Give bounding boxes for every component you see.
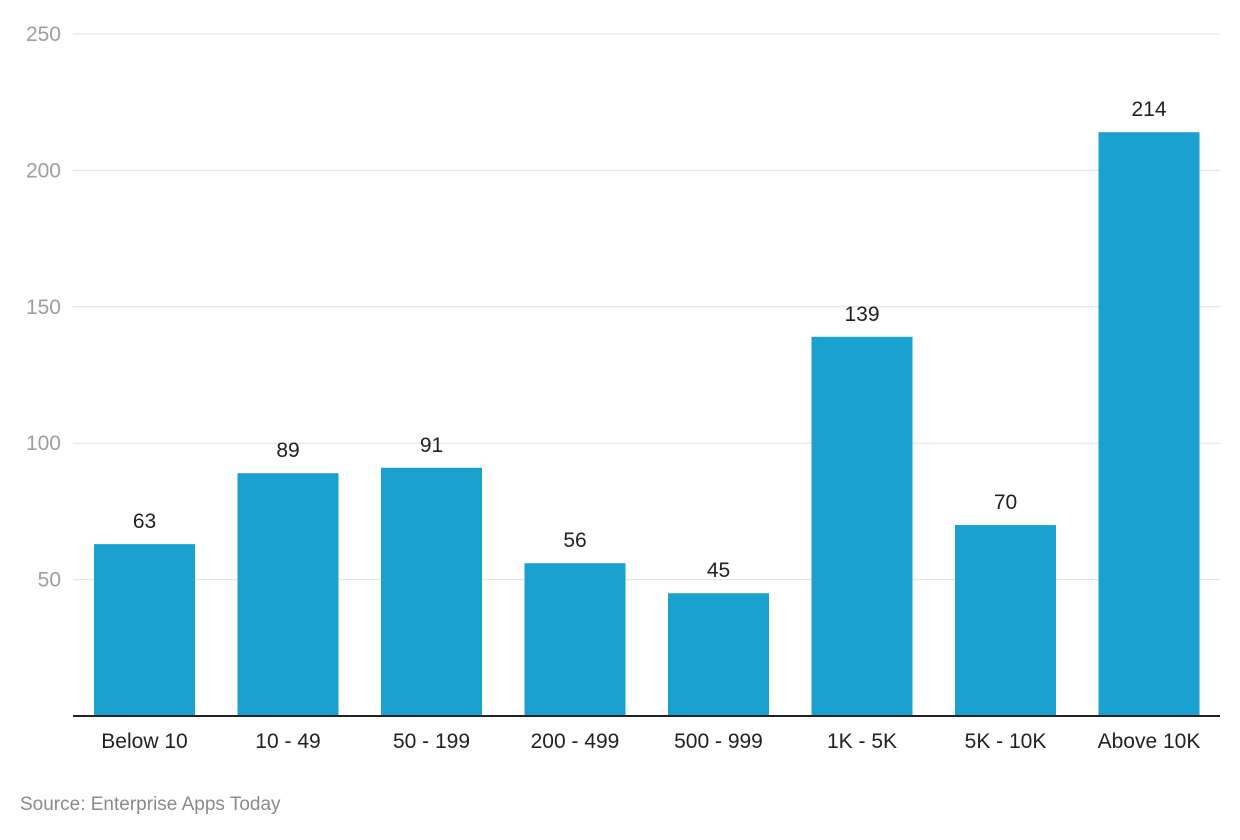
source-note: Source: Enterprise Apps Today bbox=[20, 794, 281, 815]
bar bbox=[237, 473, 339, 716]
bar bbox=[811, 336, 913, 716]
x-category-label: 10 - 49 bbox=[255, 730, 320, 753]
bar-chart: 50 100 150 200 250 63 89 91 56 45 139 70 214 Below … bbox=[26, 23, 1220, 753]
y-tick-label: 50 bbox=[38, 569, 61, 592]
x-category-label: 500 - 999 bbox=[674, 730, 763, 753]
y-tick-label: 150 bbox=[26, 296, 61, 319]
bar-value-label: 91 bbox=[420, 434, 443, 457]
bar-value-label: 70 bbox=[994, 491, 1017, 514]
bar-value-label: 139 bbox=[844, 303, 879, 326]
bar-value-label: 56 bbox=[563, 529, 586, 552]
bar-value-label: 89 bbox=[276, 439, 299, 462]
bar bbox=[1098, 132, 1200, 716]
x-category-label: 1K - 5K bbox=[827, 730, 897, 753]
y-axis-ticks: 50 100 150 200 250 bbox=[26, 23, 61, 592]
x-axis-categories: Below 10 10 - 49 50 - 199 200 - 499 500 - 99… bbox=[101, 730, 1200, 753]
bar bbox=[94, 544, 195, 716]
bar-value-label: 63 bbox=[133, 510, 156, 533]
bar bbox=[955, 525, 1056, 716]
bar bbox=[381, 467, 482, 716]
bar-value-label: 214 bbox=[1131, 98, 1166, 121]
bar bbox=[524, 563, 626, 716]
x-category-label: Above 10K bbox=[1098, 730, 1201, 753]
bars bbox=[94, 132, 1200, 716]
bar bbox=[668, 593, 769, 716]
x-category-label: 50 - 199 bbox=[393, 730, 470, 753]
data-labels: 63 89 91 56 45 139 70 214 bbox=[133, 98, 1167, 582]
y-tick-label: 250 bbox=[26, 23, 61, 46]
y-tick-label: 200 bbox=[26, 159, 61, 182]
y-tick-label: 100 bbox=[26, 432, 61, 455]
bar-value-label: 45 bbox=[707, 559, 730, 582]
x-category-label: 5K - 10K bbox=[965, 730, 1047, 753]
x-category-label: Below 10 bbox=[101, 730, 187, 753]
x-category-label: 200 - 499 bbox=[531, 730, 620, 753]
